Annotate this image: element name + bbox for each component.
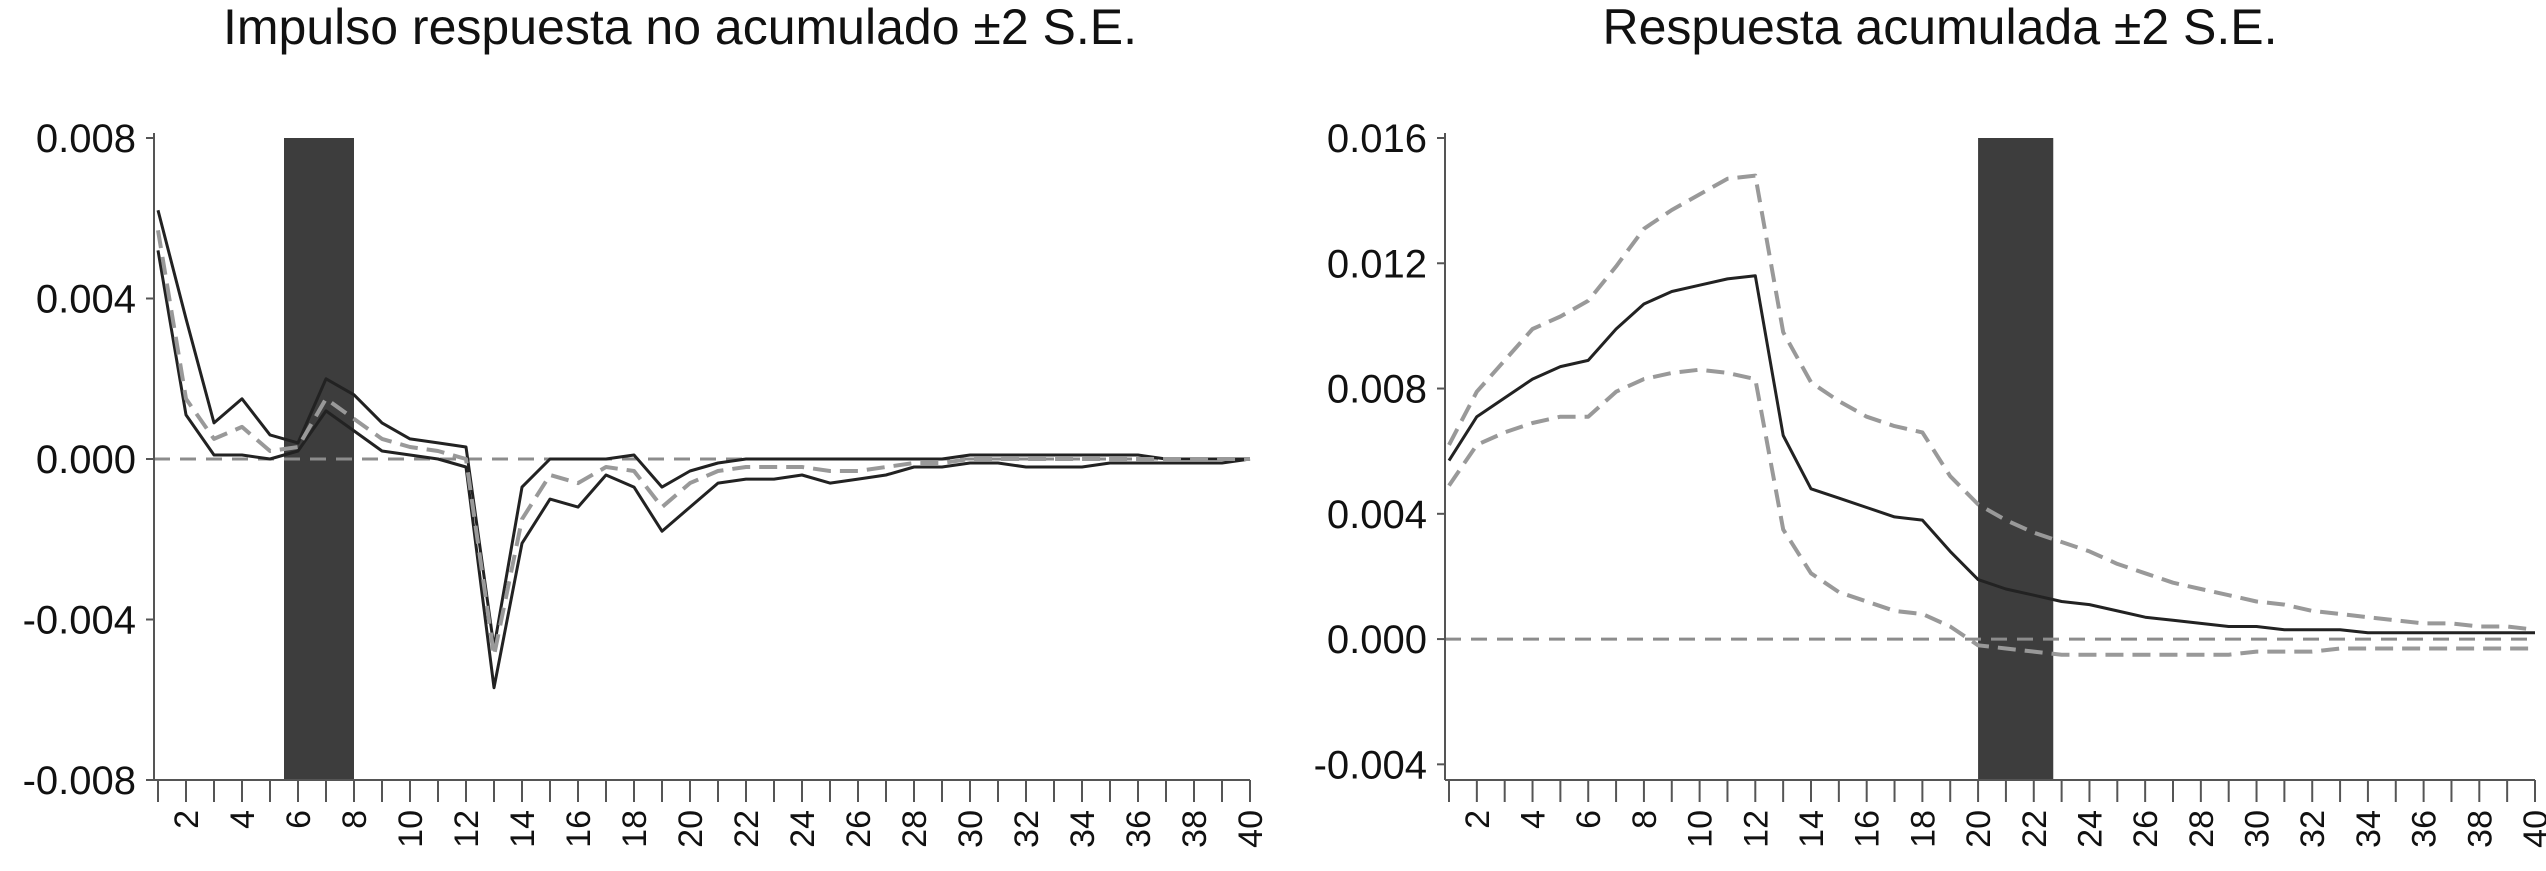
x-tick-label: 14 (1793, 810, 1831, 848)
y-tick-label: 0.000 (36, 438, 136, 482)
x-tick-label: 38 (1176, 810, 1214, 848)
x-tick-label: 8 (1626, 810, 1664, 829)
shaded-period (1978, 138, 2054, 780)
y-tick-label: 0.000 (1327, 618, 1427, 662)
y-tick-label: 0.012 (1327, 242, 1427, 286)
y-tick-label: -0.004 (23, 599, 136, 643)
accumulated-response-chart: Respuesta acumulada ±2 S.E. 0.016 0.012 0.… (1314, 0, 2546, 848)
x-tick-label: 30 (952, 810, 990, 848)
x-tick-label: 28 (2183, 810, 2221, 848)
chart-title: Respuesta acumulada ±2 S.E. (1602, 0, 2277, 55)
y-tick-label: -0.004 (1314, 743, 1427, 787)
x-tick-label: 40 (2517, 810, 2546, 848)
series-line-lower (1447, 367, 2535, 657)
x-tick-label: 20 (672, 810, 710, 848)
x-tick-label: 24 (784, 810, 822, 848)
y-tick-label: 0.008 (1327, 368, 1427, 412)
x-tick-label: 34 (2350, 810, 2388, 848)
x-tick-label: 12 (1737, 810, 1775, 848)
x-tick-label: 12 (448, 810, 486, 848)
y-tick-label: 0.016 (1327, 117, 1427, 161)
series-line-upper (1447, 173, 2536, 632)
y-tick-label: 0.004 (36, 278, 136, 322)
x-tick-label: 8 (336, 810, 374, 829)
x-tick-label: 2 (1459, 810, 1497, 829)
y-tick-label: -0.008 (23, 759, 136, 803)
x-tick-label: 30 (2239, 810, 2277, 848)
x-tick-label: 6 (280, 810, 318, 829)
x-tick-label: 10 (1682, 810, 1720, 848)
x-tick-label: 22 (2016, 810, 2054, 848)
chart-title: Impulso respuesta no acumulado ±2 S.E. (223, 0, 1137, 55)
x-tick-label: 10 (392, 810, 430, 848)
x-tick-label: 26 (840, 810, 878, 848)
non-accumulated-impulse-response-chart: Impulso respuesta no acumulado ±2 S.E. 0… (23, 0, 1270, 848)
series-line-upper (156, 209, 1250, 650)
x-tick-label: 32 (2294, 810, 2332, 848)
y-tick-label: 0.008 (36, 117, 136, 161)
x-tick-label: 38 (2461, 810, 2499, 848)
series-line-lower (156, 250, 1251, 690)
x-tick-label: 2 (168, 810, 206, 829)
x-tick-label: 36 (1120, 810, 1158, 848)
x-tick-label: 36 (2406, 810, 2444, 848)
series-line-response (156, 229, 1250, 658)
x-tick-label: 28 (896, 810, 934, 848)
x-tick-label: 24 (2071, 810, 2109, 848)
x-tick-label: 20 (1960, 810, 1998, 848)
x-tick-label: 6 (1570, 810, 1608, 829)
x-tick-label: 34 (1064, 810, 1102, 848)
x-tick-label: 14 (504, 810, 542, 848)
x-tick-label: 18 (1904, 810, 1942, 848)
y-tick-label: 0.004 (1327, 493, 1427, 537)
x-tick-label: 16 (560, 810, 598, 848)
x-tick-label: 16 (1849, 810, 1887, 848)
x-tick-label: 40 (1232, 810, 1270, 848)
x-tick-label: 32 (1008, 810, 1046, 848)
x-tick-label: 4 (1515, 810, 1553, 829)
series-line-response (1447, 274, 2535, 635)
x-tick-label: 22 (728, 810, 766, 848)
x-tick-label: 18 (616, 810, 654, 848)
x-tick-label: 4 (224, 810, 262, 829)
x-tick-label: 26 (2127, 810, 2165, 848)
